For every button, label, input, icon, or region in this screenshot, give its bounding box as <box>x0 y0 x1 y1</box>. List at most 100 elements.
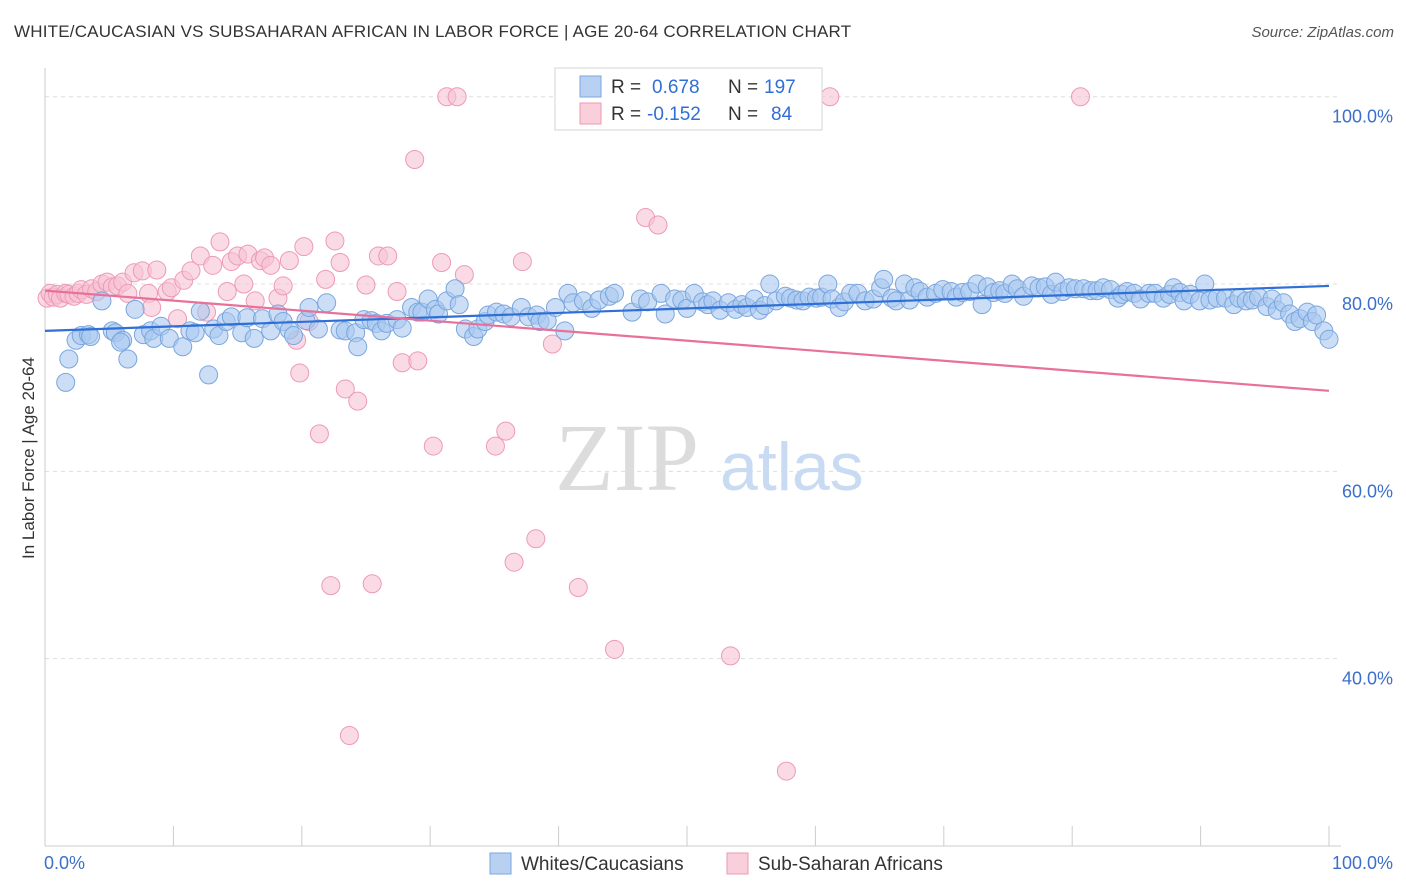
bottom-legend-swatch-african <box>726 852 749 875</box>
sub-saharan-point <box>203 255 223 275</box>
white-point <box>299 297 319 317</box>
sub-saharan-point <box>245 291 265 311</box>
legend-swatch-white <box>579 75 602 98</box>
bottom-legend-label-white: Whites/Caucasians <box>521 854 684 875</box>
grid-lines <box>45 96 1341 660</box>
source-label: Source: ZipAtlas.com <box>1251 24 1394 41</box>
sub-saharan-point <box>273 276 293 296</box>
sub-saharan-point <box>512 252 532 272</box>
white-point <box>111 332 131 352</box>
sub-saharan-point <box>309 424 329 444</box>
bottom-legend-label-african: Sub-Saharan Africans <box>758 854 943 875</box>
white-point <box>449 295 469 315</box>
sub-saharan-point <box>485 436 505 456</box>
sub-saharan-point <box>387 282 407 302</box>
white-point <box>392 318 412 338</box>
white-point <box>605 283 625 303</box>
sub-saharan-points <box>37 87 1090 781</box>
white-point <box>125 299 145 319</box>
legend-r-value-white: 0.678 <box>652 77 700 98</box>
white-point <box>874 269 894 289</box>
white-point <box>159 328 179 348</box>
sub-saharan-point <box>279 251 299 271</box>
white-point <box>185 323 205 343</box>
watermark-atlas: atlas <box>720 429 864 505</box>
sub-saharan-point <box>348 391 368 411</box>
sub-saharan-point <box>820 87 840 107</box>
sub-saharan-point <box>339 725 359 745</box>
sub-saharan-point <box>423 436 443 456</box>
sub-saharan-point <box>168 309 188 329</box>
sub-saharan-point <box>776 761 796 781</box>
white-point <box>190 301 210 321</box>
sub-saharan-point <box>504 552 524 572</box>
white-point <box>284 326 304 346</box>
white-point <box>1307 305 1327 325</box>
white-point <box>308 319 328 339</box>
white-point <box>760 274 780 294</box>
sub-saharan-point <box>526 529 546 549</box>
legend-r-label-african: R = <box>611 104 641 125</box>
white-point <box>1319 329 1339 349</box>
watermark: ZIP atlas <box>555 404 864 511</box>
tick-labels: 40.0% 60.0% 80.0% 100.0% 0.0% 100.0% <box>44 107 1393 873</box>
series-legend: Whites/Caucasians Sub-Saharan Africans <box>489 852 943 875</box>
sub-saharan-point <box>335 379 355 399</box>
axes <box>44 68 1341 847</box>
sub-saharan-point <box>217 282 237 302</box>
bottom-legend-swatch-white <box>489 852 512 875</box>
white-point <box>199 365 219 385</box>
sub-saharan-point <box>147 260 167 280</box>
sub-saharan-point <box>261 255 281 275</box>
legend-r-value-african: -0.152 <box>647 104 701 125</box>
sub-saharan-trend-line <box>44 289 1330 392</box>
sub-saharan-point <box>496 421 516 441</box>
white-point <box>317 293 337 313</box>
correlation-legend: R = 0.678 N = 197 R = -0.152 N = 84 <box>554 67 823 131</box>
sub-saharan-point <box>454 265 474 285</box>
sub-saharan-point <box>432 253 452 273</box>
sub-saharan-point <box>181 261 201 281</box>
sub-saharan-point <box>234 274 254 294</box>
white-point <box>972 295 992 315</box>
y-tick-label: 80.0% <box>1342 294 1393 314</box>
sub-saharan-point <box>118 283 138 303</box>
y-axis-label: In Labor Force | Age 20-64 <box>19 357 38 559</box>
sub-saharan-point <box>356 275 376 295</box>
white-point <box>445 279 465 299</box>
white-point <box>173 337 193 357</box>
sub-saharan-point <box>1070 87 1090 107</box>
sub-saharan-point <box>290 363 310 383</box>
legend-n-label-african: N = <box>728 104 758 125</box>
sub-saharan-point <box>210 232 230 252</box>
sub-saharan-point <box>405 149 425 169</box>
sub-saharan-point <box>447 87 467 107</box>
sub-saharan-point <box>568 578 588 598</box>
sub-saharan-point <box>325 231 345 251</box>
white-point <box>118 349 138 369</box>
y-tick-label: 40.0% <box>1342 669 1393 689</box>
sub-saharan-point <box>542 334 562 354</box>
white-trend-line <box>44 284 1330 332</box>
white-point <box>81 326 101 346</box>
sub-saharan-point <box>321 576 341 596</box>
sub-saharan-point <box>330 253 350 273</box>
legend-n-label-white: N = <box>728 77 758 98</box>
x-tick-label: 100.0% <box>1332 853 1393 873</box>
legend-n-value-african: 84 <box>771 104 793 125</box>
trend-lines <box>44 284 1330 392</box>
sub-saharan-point <box>316 269 336 289</box>
sub-saharan-point <box>294 237 314 257</box>
white-point <box>56 372 76 392</box>
sub-saharan-point <box>142 297 162 317</box>
sub-saharan-point <box>408 351 428 371</box>
watermark-zip: ZIP <box>555 404 699 511</box>
sub-saharan-point <box>378 246 398 266</box>
y-tick-label: 100.0% <box>1332 107 1393 127</box>
legend-swatch-african <box>579 102 602 125</box>
sub-saharan-point <box>605 639 625 659</box>
white-point <box>348 337 368 357</box>
sub-saharan-point <box>648 215 668 235</box>
sub-saharan-point <box>720 646 740 666</box>
